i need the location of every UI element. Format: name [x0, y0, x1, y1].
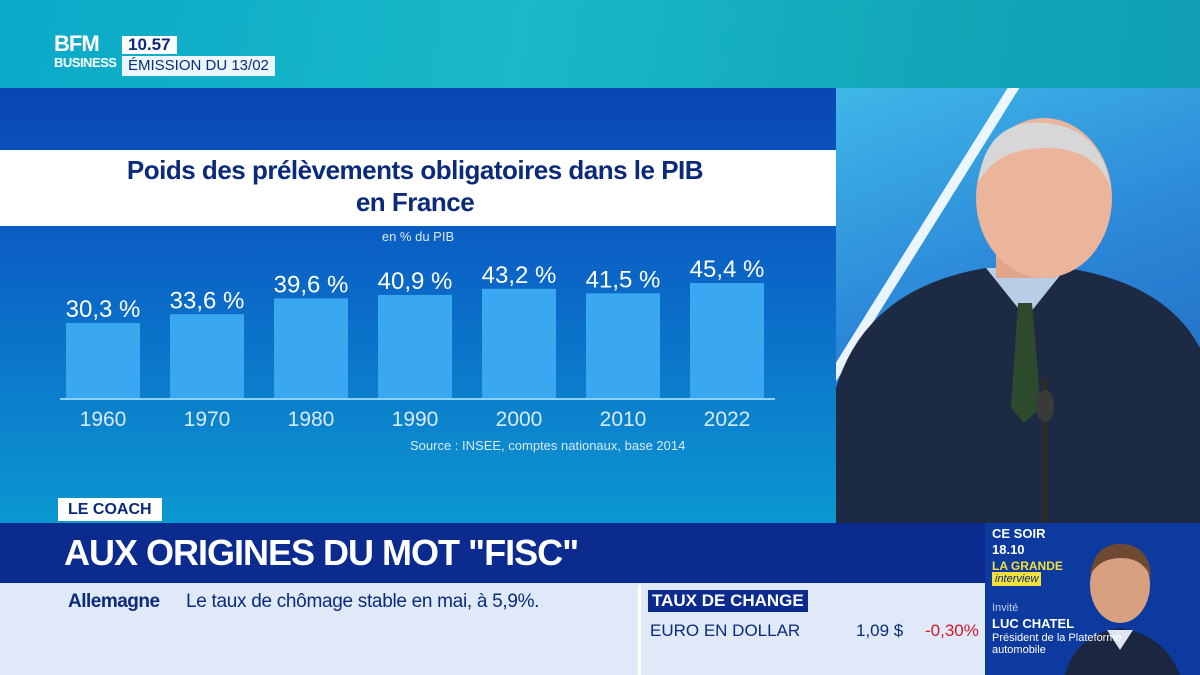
headline: AUX ORIGINES DU MOT "FISC": [64, 532, 579, 573]
value-label-2022: 45,4 %: [690, 256, 765, 283]
ticker-divider: [638, 585, 641, 675]
headline-bar: [0, 523, 985, 583]
emission-date: ÉMISSION DU 13/02: [122, 56, 275, 76]
category-label-1990: 1990: [392, 408, 439, 431]
promo-guest-label: Invité: [992, 602, 1019, 614]
chart-subtitle: en % du PIB: [381, 229, 455, 244]
promo-when: CE SOIR: [992, 526, 1046, 541]
fx-pair: EURO EN DOLLAR: [650, 621, 801, 640]
chart-title-band: [0, 150, 836, 226]
chart-source: Source : INSEE, comptes nationaux, base …: [410, 438, 686, 453]
chart-title-line1: Poids des prélèvements obligatoires dans…: [126, 155, 704, 185]
studio-video: [836, 88, 1200, 523]
category-label-1980: 1980: [288, 408, 335, 431]
category-label-2010: 2010: [600, 408, 647, 431]
bar-2010: [586, 293, 660, 398]
ticker-text: Le taux de chômage stable en mai, à 5,9%…: [186, 591, 540, 612]
value-label-2000: 43,2 %: [482, 262, 557, 289]
news-ticker: [0, 583, 985, 675]
fx-change: -0,30%: [925, 621, 979, 640]
value-label-2010: 41,5 %: [586, 266, 661, 293]
promo-show-title: LA GRANDE: [992, 559, 1063, 573]
logo-subtext: BUSINESS: [54, 55, 117, 70]
value-label-1980: 39,6 %: [274, 271, 349, 298]
chart-panel: Poids des prélèvements obligatoires dans…: [0, 88, 836, 523]
category-label-2000: 2000: [496, 408, 543, 431]
chart-title-line2: en France: [355, 187, 475, 217]
guest-figure: [836, 118, 1200, 523]
clock: 10.57: [122, 36, 177, 54]
ticker-topic: Allemagne: [68, 591, 160, 612]
value-label-1970: 33,6 %: [170, 287, 245, 314]
value-label-1960: 30,3 %: [66, 296, 141, 323]
promo-time: 18.10: [992, 542, 1025, 557]
bar-1990: [378, 294, 452, 398]
bar-2022: [690, 283, 764, 398]
category-label-1960: 1960: [80, 408, 127, 431]
segment-tag: LE COACH: [58, 498, 162, 521]
bar-2000: [482, 288, 556, 398]
logo-text: BFM: [54, 31, 100, 56]
fx-value: 1,09 $: [856, 621, 904, 640]
bar-1960: [66, 323, 140, 398]
chart-title: Poids des prélèvements obligatoires dans…: [0, 154, 830, 218]
fx-label: TAUX DE CHANGE: [648, 590, 808, 612]
bar-chart: 30,3 % 1960 33,6 % 1970 39,6 % 1980 40,9 % 1990…: [60, 256, 775, 431]
bar-1970: [170, 314, 244, 398]
channel-logo: BFM BUSINESS: [54, 33, 118, 75]
value-label-1990: 40,9 %: [378, 268, 453, 295]
category-label-1970: 1970: [184, 408, 231, 431]
bar-1980: [274, 298, 348, 398]
promo-show-subtitle: interview: [992, 572, 1042, 586]
promo-box: [985, 523, 1200, 675]
promo-guest-photo: [1065, 543, 1180, 675]
category-label-2022: 2022: [704, 408, 751, 431]
promo-guest-role: Président de la Plateforme automobile: [992, 632, 1122, 656]
promo-guest-name: LUC CHATEL: [992, 616, 1075, 631]
